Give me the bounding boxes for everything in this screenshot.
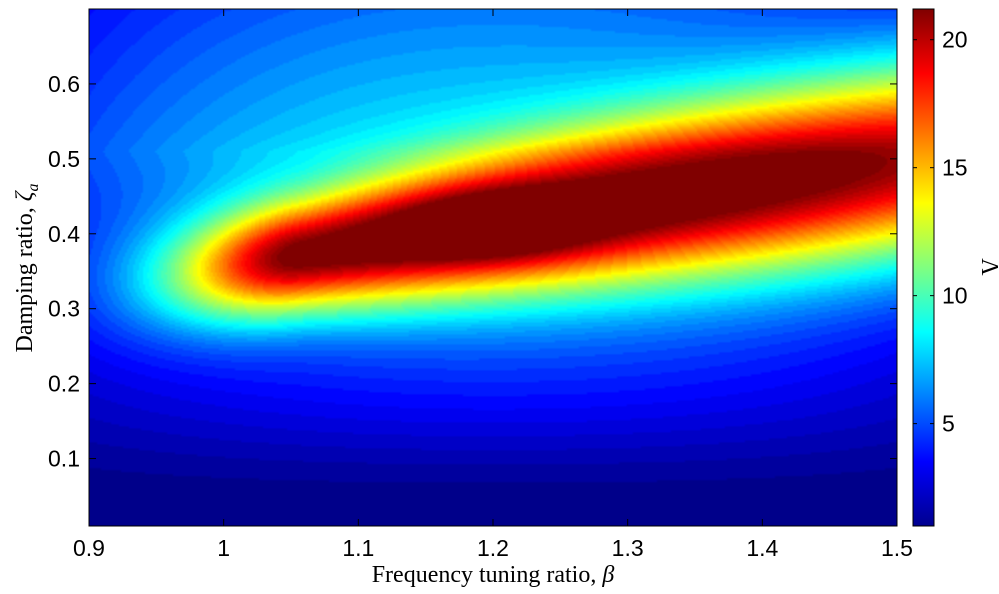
colorbar-tick-label: 10 — [942, 283, 968, 309]
y-axis-symbol: ζ — [12, 189, 38, 201]
y-axis-subscript: a — [25, 183, 42, 191]
y-tick-label: 0.3 — [48, 296, 80, 322]
colorbar: 5 10 15 20 Λ — [912, 8, 999, 527]
x-tick-label: 1.4 — [746, 535, 778, 561]
x-tick-label: 0.9 — [73, 535, 105, 561]
heatmap-surface — [89, 9, 897, 526]
x-axis-symbol: β — [601, 562, 614, 588]
x-axis: 0.9 1 1.1 1.2 1.3 1.4 1.5 — [73, 9, 913, 561]
x-tick-label: 1.5 — [881, 535, 913, 561]
y-tick-label: 0.5 — [48, 146, 80, 172]
y-tick-label: 0.4 — [48, 221, 80, 247]
x-tick-label: 1 — [217, 535, 230, 561]
colorbar-tick-label: 20 — [942, 27, 968, 53]
colorbar-tick-label: 15 — [942, 155, 968, 181]
plot-area — [89, 9, 897, 526]
x-tick-label: 1.3 — [612, 535, 644, 561]
y-axis: 0.1 0.2 0.3 0.4 0.5 0.6 — [48, 71, 897, 472]
y-tick-label: 0.6 — [48, 71, 80, 97]
colorbar-ticks: 5 10 15 20 — [913, 27, 968, 437]
y-tick-label: 0.1 — [48, 446, 80, 472]
colorbar-gradient — [912, 8, 935, 527]
colorbar-tick-label: 5 — [942, 411, 955, 437]
y-tick-label: 0.2 — [48, 371, 80, 397]
x-tick-label: 1.1 — [342, 535, 374, 561]
colorbar-label: Λ — [976, 258, 999, 276]
y-axis-title: Damping ratio, ζa — [12, 183, 42, 352]
x-axis-title: Frequency tuning ratio, β — [372, 562, 615, 588]
x-tick-label: 1.2 — [477, 535, 509, 561]
